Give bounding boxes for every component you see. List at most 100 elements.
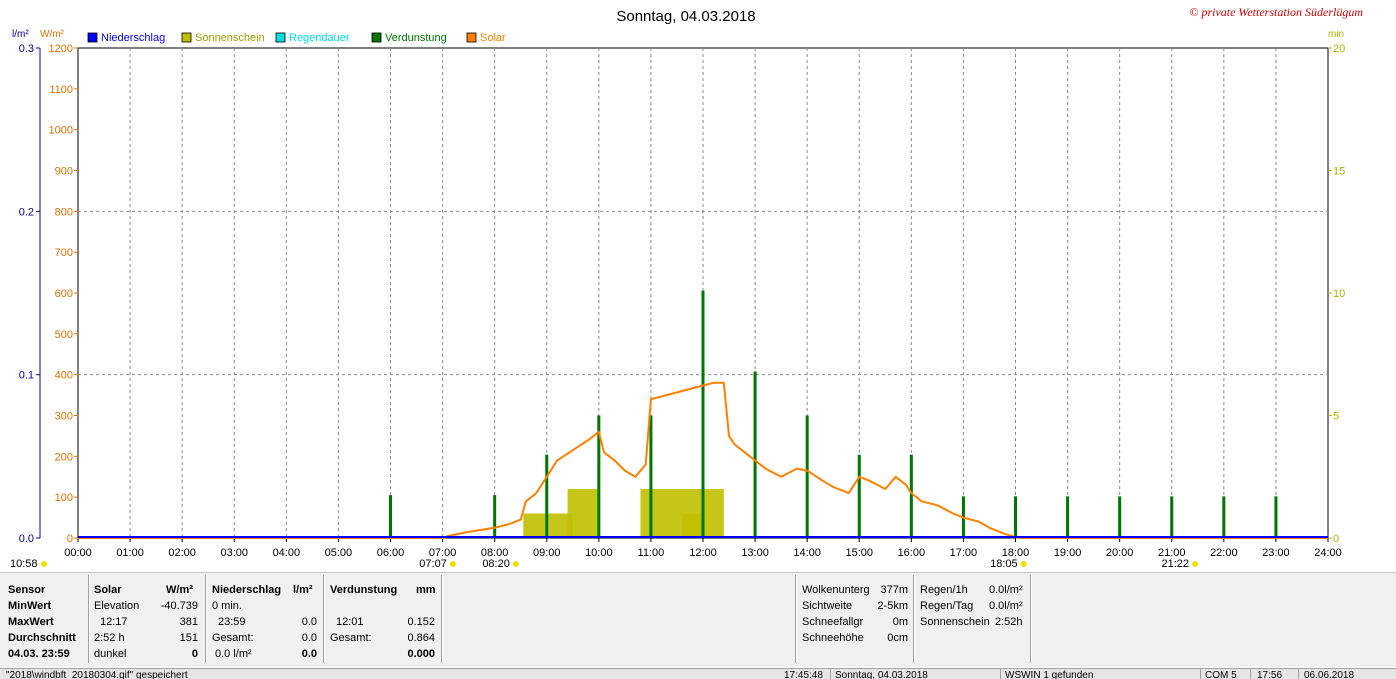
sun-marker-label: 10:58 (10, 558, 38, 570)
x-tick-label: 00:00 (64, 547, 92, 559)
chart-title: Sonntag, 04.03.2018 (616, 8, 755, 25)
evaporation-bar (857, 454, 861, 538)
sunshine-bar (682, 513, 703, 538)
sonnenschein-value: 2:52h (995, 616, 1023, 628)
status-file: "2018\windbft_20180304.gif" gespeichert (6, 670, 188, 679)
vd-max-b: 0.152 (407, 616, 435, 628)
x-tick-label: 03:00 (220, 547, 248, 559)
axis-unit-solar: W/m² (40, 29, 65, 40)
legend-swatch (181, 32, 192, 43)
separator (1000, 669, 1001, 679)
y-precip-tick-label: 0.0 (19, 533, 34, 545)
x-tick-label: 11:00 (638, 547, 665, 559)
nd-avg-a: Gesamt: (212, 632, 254, 644)
legend-swatch (275, 32, 286, 43)
evaporation-bar (1118, 496, 1122, 538)
status-port: COM 5 (1205, 670, 1237, 679)
header-niederschlag-unit: l/m² (293, 584, 313, 596)
separator (88, 575, 90, 663)
data-marks: 10:58 07:07 08:20 18:05 21:22 (10, 290, 1328, 570)
evaporation-bar (805, 415, 809, 538)
vd-now-b: 0.000 (407, 648, 435, 660)
x-tick-label: 08:00 (481, 547, 509, 559)
x-tick-label: 17:00 (950, 547, 978, 559)
evaporation-bar (597, 415, 601, 538)
axis-unit-right: min (1328, 29, 1344, 40)
header-niederschlag: Niederschlag (212, 584, 282, 596)
schneefallgrenze-value: 0m (892, 616, 908, 628)
sun-marker-icon (1020, 561, 1027, 567)
y-solar-tick-label: 800 (55, 206, 73, 218)
x-tick-label: 02:00 (168, 547, 196, 559)
status-bar: "2018\windbft_20180304.gif" gespeichert … (0, 668, 1396, 679)
regen-h-label: Regen/1h (920, 584, 968, 596)
sun-marker-label: 07:07 (419, 558, 447, 570)
x-tick-label: 23:00 (1262, 547, 1290, 559)
sun-marker-icon (449, 561, 456, 567)
evaporation-bar (389, 495, 392, 538)
axis-unit-precip: l/m² (12, 29, 29, 40)
legend-swatch (87, 32, 98, 43)
evaporation-bar (753, 371, 757, 538)
evaporation-bar (1274, 496, 1278, 538)
y-solar-tick-label: 300 (55, 411, 73, 423)
vd-avg-a: Gesamt: (330, 632, 372, 644)
schneefallgrenze-label: Schneefallgr (802, 616, 864, 628)
row-avg-label: Durchschnitt (8, 632, 76, 644)
separator (1030, 575, 1032, 663)
legend-label: Solar (480, 32, 506, 44)
x-tick-label: 24:00 (1314, 547, 1342, 559)
separator (1200, 669, 1201, 679)
x-tick-label: 07:00 (429, 547, 457, 559)
evaporation-bar (493, 495, 497, 538)
y-solar-tick-label: 900 (55, 166, 73, 178)
y-right-tick-label: 5 (1333, 411, 1339, 423)
nd-avg-b: 0.0 (301, 632, 317, 644)
y-solar-tick-label: 1000 (49, 125, 73, 137)
sun-marker-label: 08:20 (482, 558, 510, 570)
sonnenschein-label: Sonnenschein (920, 616, 990, 628)
legend-label: Regendauer (289, 32, 350, 44)
legend-label: Niederschlag (101, 32, 165, 44)
sun-marker-label: 18:05 (990, 558, 1018, 570)
wolkenuntergrenze-value: 377m (880, 584, 908, 596)
sichtweite-label: Sichtweite (802, 600, 853, 612)
y-solar-tick-label: 200 (55, 451, 73, 463)
evaporation-bar (545, 454, 549, 538)
solar-now-b: 0 (191, 648, 198, 660)
x-tick-label: 15:00 (845, 547, 873, 559)
x-tick-label: 21:00 (1158, 547, 1186, 559)
nd-now-b: 0.0 (301, 648, 317, 660)
y-solar-tick-label: 700 (55, 247, 73, 259)
sun-marker-icon (1192, 561, 1199, 567)
sichtweite-value: 2-5km (877, 600, 908, 612)
y-solar-tick-label: 0 (67, 533, 73, 545)
y-solar-tick-label: 1200 (49, 43, 73, 55)
row-now-label: 04.03. 23:59 (8, 648, 70, 660)
regen-tag-value: 0.0l/m² (989, 600, 1023, 612)
axes: 00:00 01:00 02:00 03:00 04:00 05:00 06:00 07:00… (19, 43, 1346, 559)
evaporation-bar (649, 415, 653, 538)
y-solar-tick-label: 500 (55, 329, 73, 341)
separator (323, 575, 325, 663)
y-solar-tick-label: 400 (55, 370, 73, 382)
legend-swatch (371, 32, 382, 43)
evaporation-bar (909, 454, 913, 538)
solar-now-a: dunkel (94, 648, 127, 660)
y-right-tick-label: 0 (1333, 533, 1339, 545)
evaporation-bar (701, 290, 705, 538)
nd-now-a: 0.0 l/m² (215, 648, 252, 660)
x-tick-label: 10:00 (585, 547, 613, 559)
legend-label: Verdunstung (385, 32, 447, 44)
row-min-label: MinWert (8, 600, 52, 612)
separator (1298, 669, 1299, 679)
y-precip-tick-label: 0.1 (19, 370, 34, 382)
vd-avg-b: 0.864 (407, 632, 435, 644)
evaporation-bar (1014, 496, 1017, 538)
schneehoehe-value: 0cm (887, 632, 908, 644)
solar-max-b: 381 (179, 616, 198, 628)
x-tick-label: 06:00 (377, 547, 405, 559)
evaporation-bar (1170, 496, 1174, 538)
nd-min-a: 0 min. (212, 600, 242, 612)
y-solar-tick-label: 1100 (49, 84, 73, 96)
